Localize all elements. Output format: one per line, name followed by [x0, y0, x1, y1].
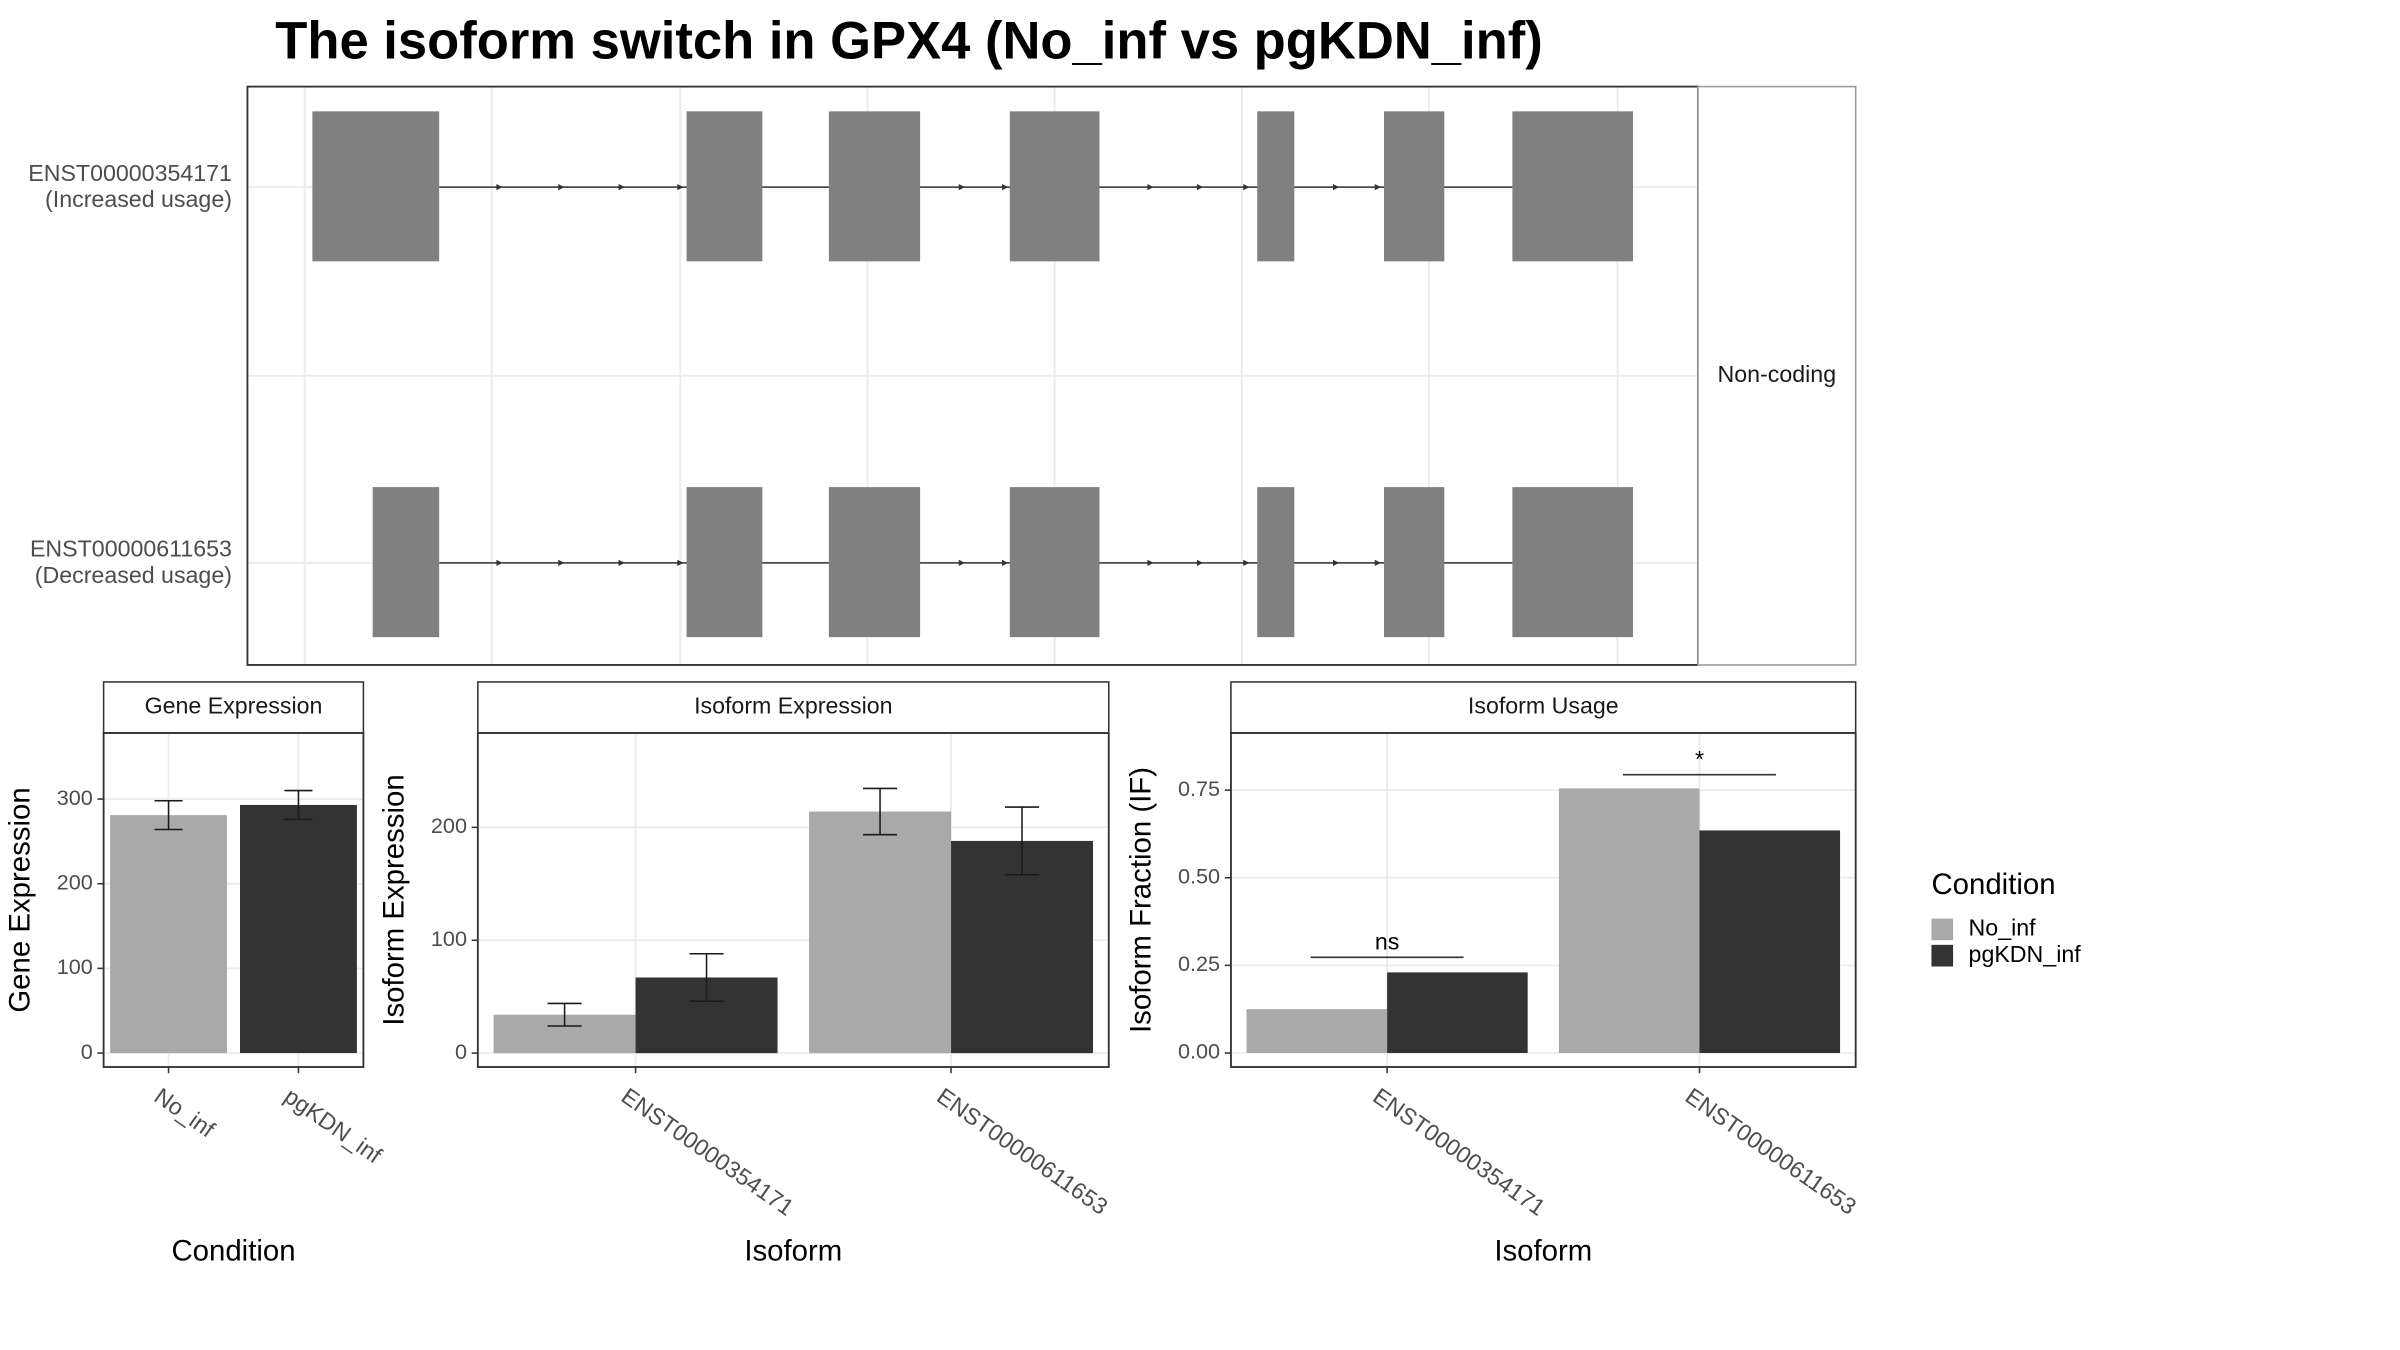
exon [1257, 487, 1295, 638]
y-tick-label: 0 [81, 1039, 93, 1064]
x-tick-label: No_inf [150, 1083, 220, 1143]
x-tick-label: ENST00000354171 [617, 1083, 799, 1221]
intron-arrow [1243, 559, 1250, 566]
bar [1387, 972, 1528, 1053]
intron-arrow [558, 559, 565, 566]
intron-arrow [677, 559, 684, 566]
y-axis-title: Isoform Expression [378, 774, 411, 1025]
error-bar [284, 789, 313, 821]
error-bar [689, 953, 724, 1002]
bar [240, 804, 357, 1054]
x-axis-title: Isoform [744, 1234, 842, 1267]
exon [312, 111, 440, 262]
intron-arrow [1196, 559, 1204, 566]
strip [102, 681, 365, 734]
x-tick-label: ENST00000611653 [1681, 1083, 1861, 1220]
bar [1558, 788, 1700, 1053]
transcript-note: (Increased usage) [45, 186, 232, 212]
x-tick-label: ENST00000354171 [1368, 1083, 1550, 1221]
chart-title: The isoform switch in GPX4 (No_inf vs pg… [275, 12, 1542, 71]
strip-label: Isoform Usage [1468, 693, 1619, 719]
exon [1009, 111, 1100, 262]
plot-border [476, 732, 1110, 1068]
plot-border [1230, 732, 1857, 1068]
legend-swatch [1931, 944, 1954, 967]
exon [1512, 487, 1633, 638]
x-tick-label: ENST00000611653 [932, 1083, 1112, 1220]
y-tick-label: 200 [431, 813, 467, 838]
strip-label: Isoform Expression [694, 693, 892, 719]
legend-swatch [1931, 918, 1954, 941]
y-tick-label: 200 [57, 869, 93, 894]
plot-border [102, 732, 365, 1068]
y-tick-label: 0.50 [1178, 863, 1220, 888]
x-axis-title: Isoform [1494, 1234, 1592, 1267]
bar [951, 840, 1093, 1054]
y-tick-label: 0.00 [1178, 1039, 1220, 1064]
error-bar [863, 787, 898, 836]
exon [686, 487, 763, 638]
intron-arrow [958, 184, 965, 191]
strip-label: Gene Expression [145, 693, 323, 719]
y-tick-label: 100 [57, 954, 93, 979]
legend-label: No_inf [1969, 915, 2037, 941]
bar [1699, 830, 1841, 1053]
strip [1697, 85, 1857, 666]
strip [1230, 681, 1857, 734]
legend-label: pgKDN_inf [1969, 941, 2082, 967]
intron-arrow [618, 184, 625, 191]
x-axis-title: Condition [171, 1234, 295, 1267]
transcript-id: ENST00000611653 [30, 536, 232, 562]
intron-arrow [1196, 184, 1204, 191]
error-bar [1004, 806, 1040, 876]
strip-label: Non-coding [1718, 361, 1837, 387]
intron-arrow [1332, 559, 1340, 566]
y-tick-label: 300 [57, 785, 93, 810]
exon [1512, 111, 1633, 262]
legend-title: Condition [1931, 868, 2055, 901]
intron-arrow [1243, 184, 1250, 191]
exon [372, 487, 440, 638]
intron-arrow [1002, 184, 1009, 191]
transcript-note: (Decreased usage) [35, 562, 232, 588]
exon [686, 111, 763, 262]
significance-label: ns [1375, 929, 1400, 955]
exon [828, 487, 921, 638]
error-bar [547, 1002, 582, 1027]
bar [110, 815, 228, 1054]
intron-arrow [1147, 559, 1154, 566]
y-tick-label: 100 [431, 926, 467, 951]
exon [1384, 487, 1445, 638]
exon [828, 111, 921, 262]
strip [477, 681, 1110, 734]
intron-arrow [1002, 559, 1009, 566]
exon [1009, 487, 1100, 638]
significance-label: * [1695, 746, 1704, 772]
bar [1246, 1009, 1388, 1053]
intron-arrow [958, 559, 965, 566]
y-axis-title: Gene Expression [3, 787, 36, 1012]
intron-arrow [558, 184, 565, 191]
y-tick-label: 0.25 [1178, 951, 1220, 976]
transcript-id: ENST00000354171 [28, 160, 232, 186]
y-tick-label: 0.75 [1178, 776, 1220, 801]
intron-arrow [1147, 184, 1154, 191]
intron-arrow [618, 559, 625, 566]
bar [809, 811, 952, 1054]
exon [1384, 111, 1445, 262]
error-bar [154, 799, 183, 831]
y-axis-title: Isoform Fraction (IF) [1125, 767, 1158, 1033]
exon [1257, 111, 1295, 262]
intron-arrow [1374, 559, 1381, 566]
intron-arrow [1332, 184, 1340, 191]
intron-arrow [1374, 184, 1381, 191]
y-tick-label: 0 [455, 1039, 467, 1064]
intron-arrow [496, 184, 503, 191]
x-tick-label: pgKDN_inf [280, 1083, 387, 1169]
intron-arrow [496, 559, 503, 566]
intron-arrow [677, 184, 684, 191]
